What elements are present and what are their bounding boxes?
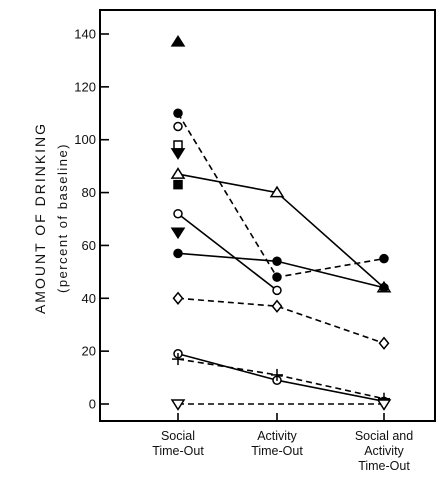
data-point	[173, 179, 183, 190]
data-point	[170, 227, 186, 240]
x-category-label: Social and	[355, 429, 413, 443]
x-category-label: Time-Out	[152, 444, 204, 458]
data-point	[272, 272, 282, 282]
y-tick-label: 40	[82, 291, 96, 306]
data-point	[170, 399, 186, 411]
y-tick-label: 20	[82, 344, 96, 359]
series-line	[177, 297, 385, 344]
data-point	[378, 336, 390, 350]
data-point	[170, 167, 186, 179]
data-point	[173, 121, 183, 132]
data-point	[173, 248, 183, 259]
data-point	[379, 253, 389, 264]
series-lines	[177, 112, 385, 405]
data-point	[271, 368, 283, 381]
data-point	[170, 35, 186, 47]
data-point	[173, 208, 183, 219]
plot-frame	[99, 9, 436, 422]
data-point	[173, 108, 183, 119]
series-line	[177, 353, 385, 403]
y-axis-ticks: 0 20 40 60 80 100 120 140	[74, 27, 109, 412]
data-point	[272, 285, 282, 296]
x-category-label: Social	[161, 429, 195, 443]
data-point	[271, 299, 283, 313]
y-axis-label: AMOUNT OF DRINKING	[32, 122, 48, 314]
data-point	[379, 282, 389, 293]
data-point	[172, 291, 184, 305]
series-markers	[170, 35, 392, 411]
data-point	[376, 399, 392, 411]
series-line	[177, 252, 385, 289]
x-category-label: Time-Out	[251, 444, 303, 458]
series-line	[177, 173, 385, 289]
y-tick-label: 100	[74, 132, 96, 147]
data-point	[170, 148, 186, 160]
y-tick-label: 0	[89, 397, 96, 412]
y-axis-sublabel: (percent of baseline)	[55, 143, 70, 293]
y-tick-label: 60	[82, 238, 96, 253]
x-category-label: Activity	[257, 429, 297, 443]
x-category-label: Time-Out	[358, 459, 410, 473]
data-point	[272, 256, 282, 267]
data-point	[173, 140, 183, 150]
series-line	[177, 213, 278, 291]
y-tick-label: 80	[82, 185, 96, 200]
data-point	[172, 353, 184, 366]
y-tick-label: 120	[74, 79, 96, 94]
y-tick-label: 140	[74, 27, 96, 42]
x-category-label: Activity	[364, 444, 404, 458]
data-point	[269, 185, 285, 198]
